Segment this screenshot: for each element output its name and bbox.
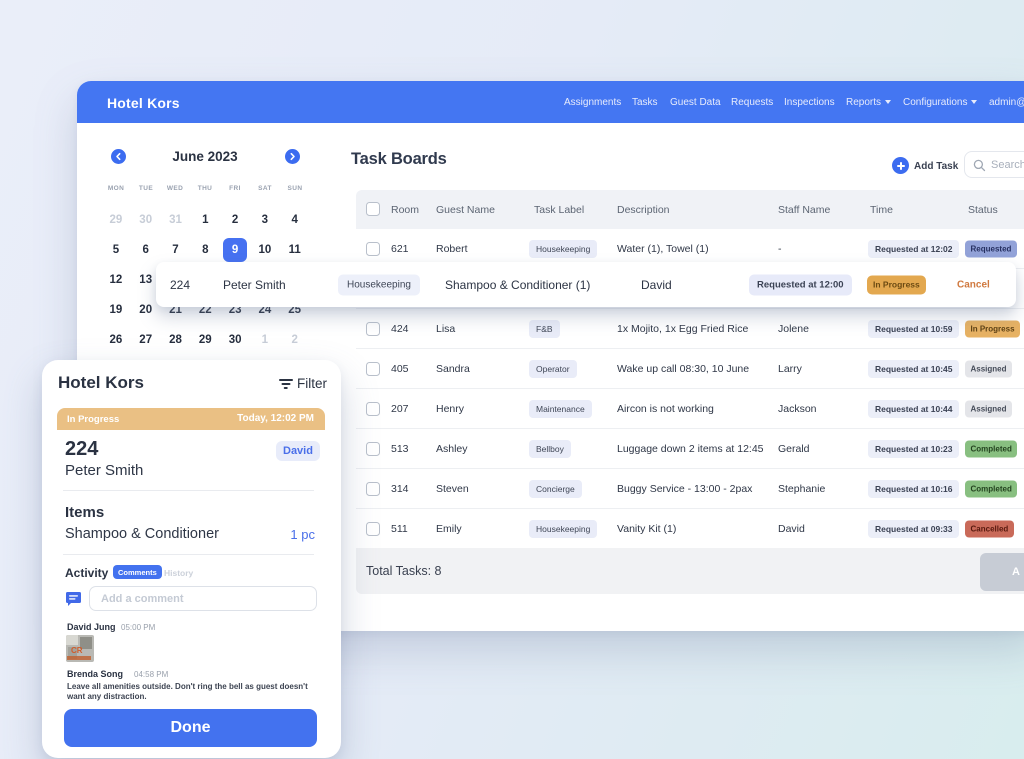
svg-text:CR: CR [71,646,83,655]
